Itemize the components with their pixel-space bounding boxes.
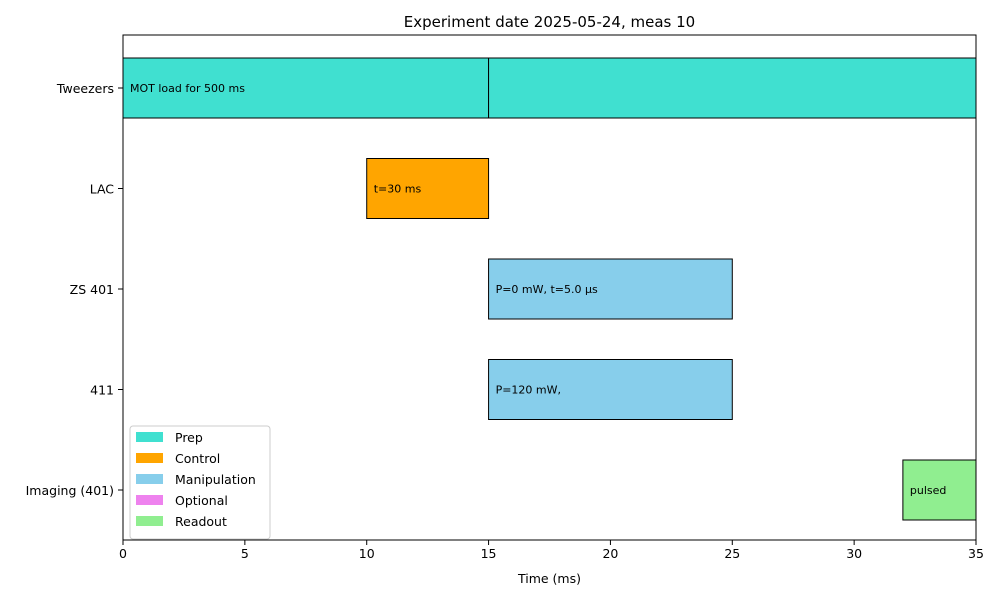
chart-title: Experiment date 2025-05-24, meas 10 xyxy=(404,13,695,31)
bar-label: P=120 mW, xyxy=(496,384,561,397)
x-tick-label: 10 xyxy=(359,546,375,561)
bar-label: pulsed xyxy=(910,484,947,497)
x-tick-label: 15 xyxy=(481,546,497,561)
legend-swatch xyxy=(136,495,163,505)
x-tick-label: 0 xyxy=(119,546,127,561)
bar-label: t=30 ms xyxy=(374,183,422,196)
x-axis-label: Time (ms) xyxy=(517,571,581,586)
x-tick-label: 20 xyxy=(602,546,618,561)
y-tick-label: 411 xyxy=(90,383,114,398)
y-tick-label: Imaging (401) xyxy=(26,483,114,498)
legend-label: Prep xyxy=(175,430,203,445)
legend-label: Optional xyxy=(175,493,228,508)
x-tick-label: 25 xyxy=(724,546,740,561)
x-tick-label: 5 xyxy=(241,546,249,561)
legend-label: Control xyxy=(175,451,220,466)
bar-imaging-401--5 xyxy=(902,459,977,521)
legend-swatch xyxy=(136,516,163,526)
y-tick-label: ZS 401 xyxy=(70,282,114,297)
y-tick-label: Tweezers xyxy=(56,81,114,96)
legend-swatch xyxy=(136,474,163,484)
bar-label: MOT load for 500 ms xyxy=(130,82,245,95)
legend-frame xyxy=(129,425,271,540)
legend-label: Manipulation xyxy=(175,472,256,487)
bar-tweezers-1 xyxy=(488,57,977,119)
legend-swatch xyxy=(136,453,163,463)
y-tick-label: LAC xyxy=(90,182,115,197)
bar-411-4 xyxy=(488,359,733,420)
x-tick-label: 35 xyxy=(968,546,984,561)
bar-lac-2 xyxy=(366,158,490,219)
x-axis: 0 5 10 15 20 25 30 35 xyxy=(119,540,984,561)
y-axis: Tweezers LAC ZS 401 411 Imaging (401) xyxy=(26,81,123,498)
bar-tweezers-0 xyxy=(122,57,490,119)
bar-zs-401-3 xyxy=(488,258,733,320)
x-tick-label: 30 xyxy=(846,546,862,561)
bar-label: P=0 mW, t=5.0 µs xyxy=(496,283,598,296)
legend: Prep Control Manipulation Optional Readout xyxy=(129,425,271,540)
legend-label: Readout xyxy=(175,514,227,529)
bars-layer: MOT load for 500 ms t=30 ms P=0 mW, t=5.0 … xyxy=(122,57,977,521)
legend-swatch xyxy=(136,432,163,442)
plot-frame xyxy=(122,34,977,541)
